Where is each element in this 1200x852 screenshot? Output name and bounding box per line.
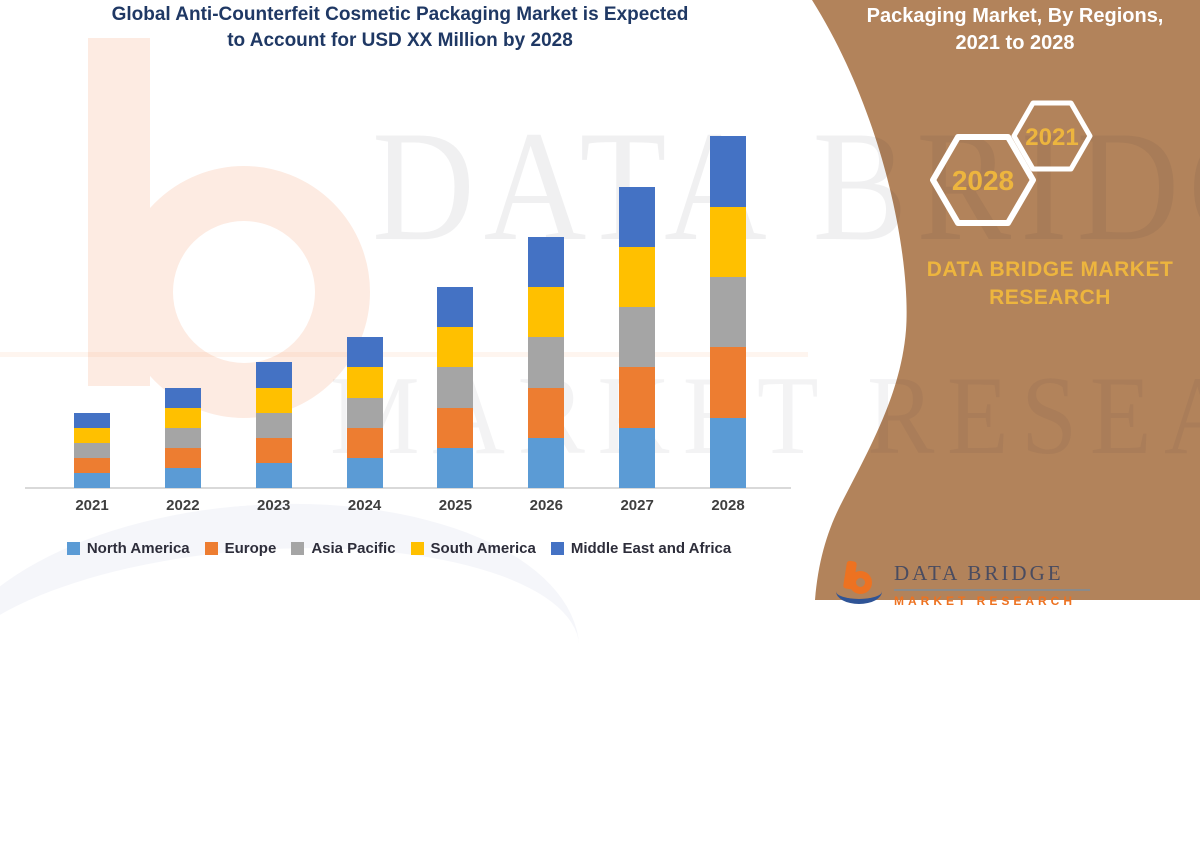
legend-label: South America	[430, 540, 536, 557]
legend-item-asia-pacific: Asia Pacific	[291, 540, 396, 557]
bar-segment-2025-north-america	[437, 447, 474, 488]
legend-item-north-america: North America	[66, 540, 190, 557]
legend-label: Asia Pacific	[311, 540, 396, 557]
x-axis-label-2027: 2027	[620, 497, 654, 514]
bar-segment-2022-north-america	[164, 467, 201, 488]
bar-segment-2024-asia-pacific	[346, 397, 383, 428]
bar-segment-2021-asia-pacific	[74, 442, 110, 458]
bar-segment-2022-europe	[164, 447, 201, 468]
bar-segment-2022-asia-pacific	[164, 427, 201, 448]
footer-brand-sub: MARKET RESEARCH	[894, 594, 1077, 608]
chart-title-line1: Global Anti-Counterfeit Cosmetic Packagi…	[111, 4, 689, 25]
chart-title: Global Anti-Counterfeit Cosmetic Packagi…	[58, 2, 742, 54]
bar-segment-2027-north-america	[619, 427, 656, 488]
footer-brand-name: DATA BRIDGE	[894, 561, 1064, 585]
x-axis-label-2025: 2025	[438, 497, 473, 514]
bar-segment-2021-north-america	[74, 472, 110, 488]
bar-segment-2024-europe	[346, 427, 383, 458]
bar-segment-2021-europe	[74, 457, 110, 473]
bar-segment-2025-middle-east-and-africa	[437, 287, 474, 328]
legend-swatch	[550, 542, 564, 555]
x-axis-label-2024: 2024	[347, 497, 382, 514]
legend-item-europe: Europe	[204, 540, 277, 557]
bar-segment-2028-middle-east-and-africa	[710, 136, 747, 207]
side-panel-title-line1: Packaging Market, By Regions,	[866, 5, 1164, 27]
panel-brand-block: DATA BRIDGE MARKET RESEARCH	[880, 256, 1200, 312]
footer-logo-swoosh	[836, 579, 882, 604]
bar-segment-2024-south-america	[346, 367, 383, 398]
panel-brand-line2: RESEARCH	[989, 286, 1111, 309]
side-panel-shape	[812, 0, 1200, 600]
bar-segment-2021-south-america	[74, 427, 110, 443]
legend-swatch	[66, 542, 80, 555]
bar-segment-2027-asia-pacific	[619, 307, 656, 368]
bar-segment-2022-south-america	[164, 407, 201, 428]
x-axis-line	[25, 487, 791, 489]
bar-segment-2026-south-america	[528, 287, 565, 338]
bar-segment-2026-europe	[528, 387, 565, 438]
hexagon-2028-label: 2028	[952, 165, 1014, 196]
bar-segment-2027-europe	[619, 367, 656, 428]
x-axis-label-2021: 2021	[75, 497, 109, 514]
chart-legend: North America Europe Asia Pacific South Ame…	[8, 540, 790, 557]
bar-segment-2023-north-america	[255, 462, 292, 488]
footer-divider	[894, 589, 1090, 591]
legend-swatch	[204, 542, 218, 555]
x-axis-label-2022: 2022	[166, 497, 200, 514]
hexagon-2028: 2028	[930, 134, 1036, 226]
panel-brand-line1: DATA BRIDGE MARKET	[926, 258, 1174, 281]
legend-swatch	[291, 542, 305, 555]
bar-segment-2025-asia-pacific	[437, 367, 474, 408]
legend-item-middle-east-and-africa: Middle East and Africa	[550, 540, 732, 557]
x-axis-label-2023: 2023	[257, 497, 291, 514]
bar-segment-2021-middle-east-and-africa	[74, 412, 110, 428]
bar-segment-2024-north-america	[346, 457, 383, 488]
footer-logo-icon	[836, 560, 882, 604]
x-axis-label-2028: 2028	[711, 497, 745, 514]
x-axis-label-2026: 2026	[529, 497, 563, 514]
legend-swatch	[410, 542, 424, 555]
background-logo-bowl	[118, 166, 370, 418]
legend-label: Europe	[224, 540, 277, 557]
bar-segment-2024-middle-east-and-africa	[346, 337, 383, 368]
bar-segment-2028-europe	[710, 347, 747, 418]
bar-segment-2028-asia-pacific	[710, 276, 747, 348]
bar-segment-2025-europe	[437, 407, 474, 448]
bar-segment-2023-south-america	[255, 387, 292, 413]
bar-segment-2022-middle-east-and-africa	[164, 387, 201, 408]
hexagon-2021-label: 2021	[1025, 124, 1078, 151]
legend-item-south-america: South America	[410, 540, 536, 557]
footer-brand: DATA BRIDGE MARKET RESEARCH	[836, 560, 1166, 608]
bar-segment-2026-north-america	[528, 437, 565, 488]
hexagon-badges: 2021 2028	[930, 100, 1093, 226]
background-accent-line	[0, 352, 808, 357]
bar-segment-2027-south-america	[619, 246, 656, 308]
bar-segment-2028-north-america	[710, 417, 747, 488]
hexagon-2021: 2021	[1011, 100, 1093, 172]
side-panel-title-line2: 2021 to 2028	[955, 32, 1075, 54]
bar-segment-2028-south-america	[710, 206, 747, 277]
legend-label: North America	[86, 540, 190, 557]
bar-segment-2026-middle-east-and-africa	[528, 236, 565, 287]
bar-segment-2023-middle-east-and-africa	[255, 362, 292, 388]
bar-segment-2023-asia-pacific	[255, 412, 292, 438]
legend-label: Middle East and Africa	[570, 540, 732, 557]
bar-segment-2026-asia-pacific	[528, 337, 565, 388]
bar-segment-2027-middle-east-and-africa	[619, 186, 656, 247]
side-panel-title: Packaging Market, By Regions, 2021 to 20…	[830, 3, 1200, 57]
bar-segment-2025-south-america	[437, 327, 474, 368]
bar-segment-2023-europe	[255, 437, 292, 463]
chart-title-line2: to Account for USD XX Million by 2028	[227, 30, 573, 51]
background-logo-swoosh	[0, 483, 591, 852]
